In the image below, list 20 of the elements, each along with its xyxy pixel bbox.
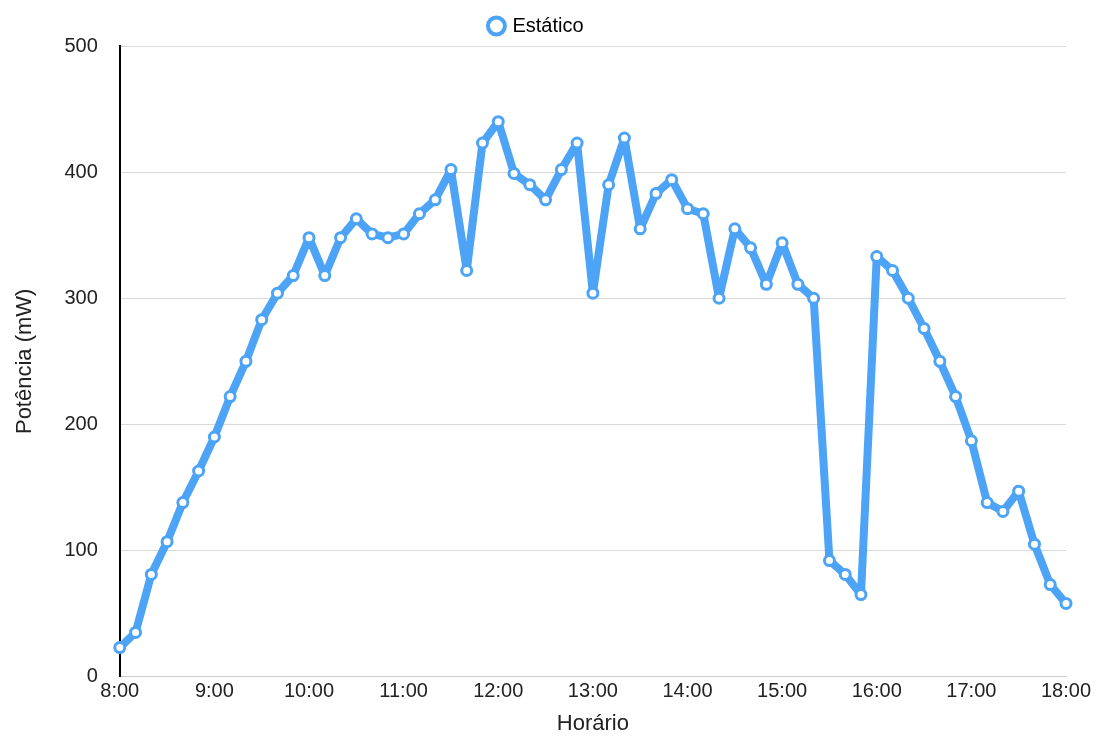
y-tick-label: 100 [64,538,98,560]
x-axis-title: Horário [556,709,629,735]
x-tick-label: 15:00 [757,679,808,702]
y-tick-label: 500 [64,33,98,56]
y-tick-label: 400 [64,159,98,182]
y-tick-label: 0 [86,664,98,687]
x-tick-label: 8:00 [100,679,140,702]
y-tick-label: 300 [64,285,98,308]
x-tick-label: 11:00 [379,679,428,702]
x-tick-label: 9:00 [194,679,234,702]
x-tick-label: 13:00 [567,679,618,702]
x-tick-label: 16:00 [851,679,902,702]
legend-label: Estático [512,13,584,36]
x-tick-label: 17:00 [946,679,997,702]
x-tick-label: 10:00 [283,679,335,702]
y-axis-title: Potência (mW) [11,288,37,435]
x-tick-label: 12:00 [473,679,524,702]
x-tick-label: 14:00 [662,679,713,702]
x-tick-label: 18:00 [1040,679,1092,702]
y-tick-label: 200 [64,411,98,434]
